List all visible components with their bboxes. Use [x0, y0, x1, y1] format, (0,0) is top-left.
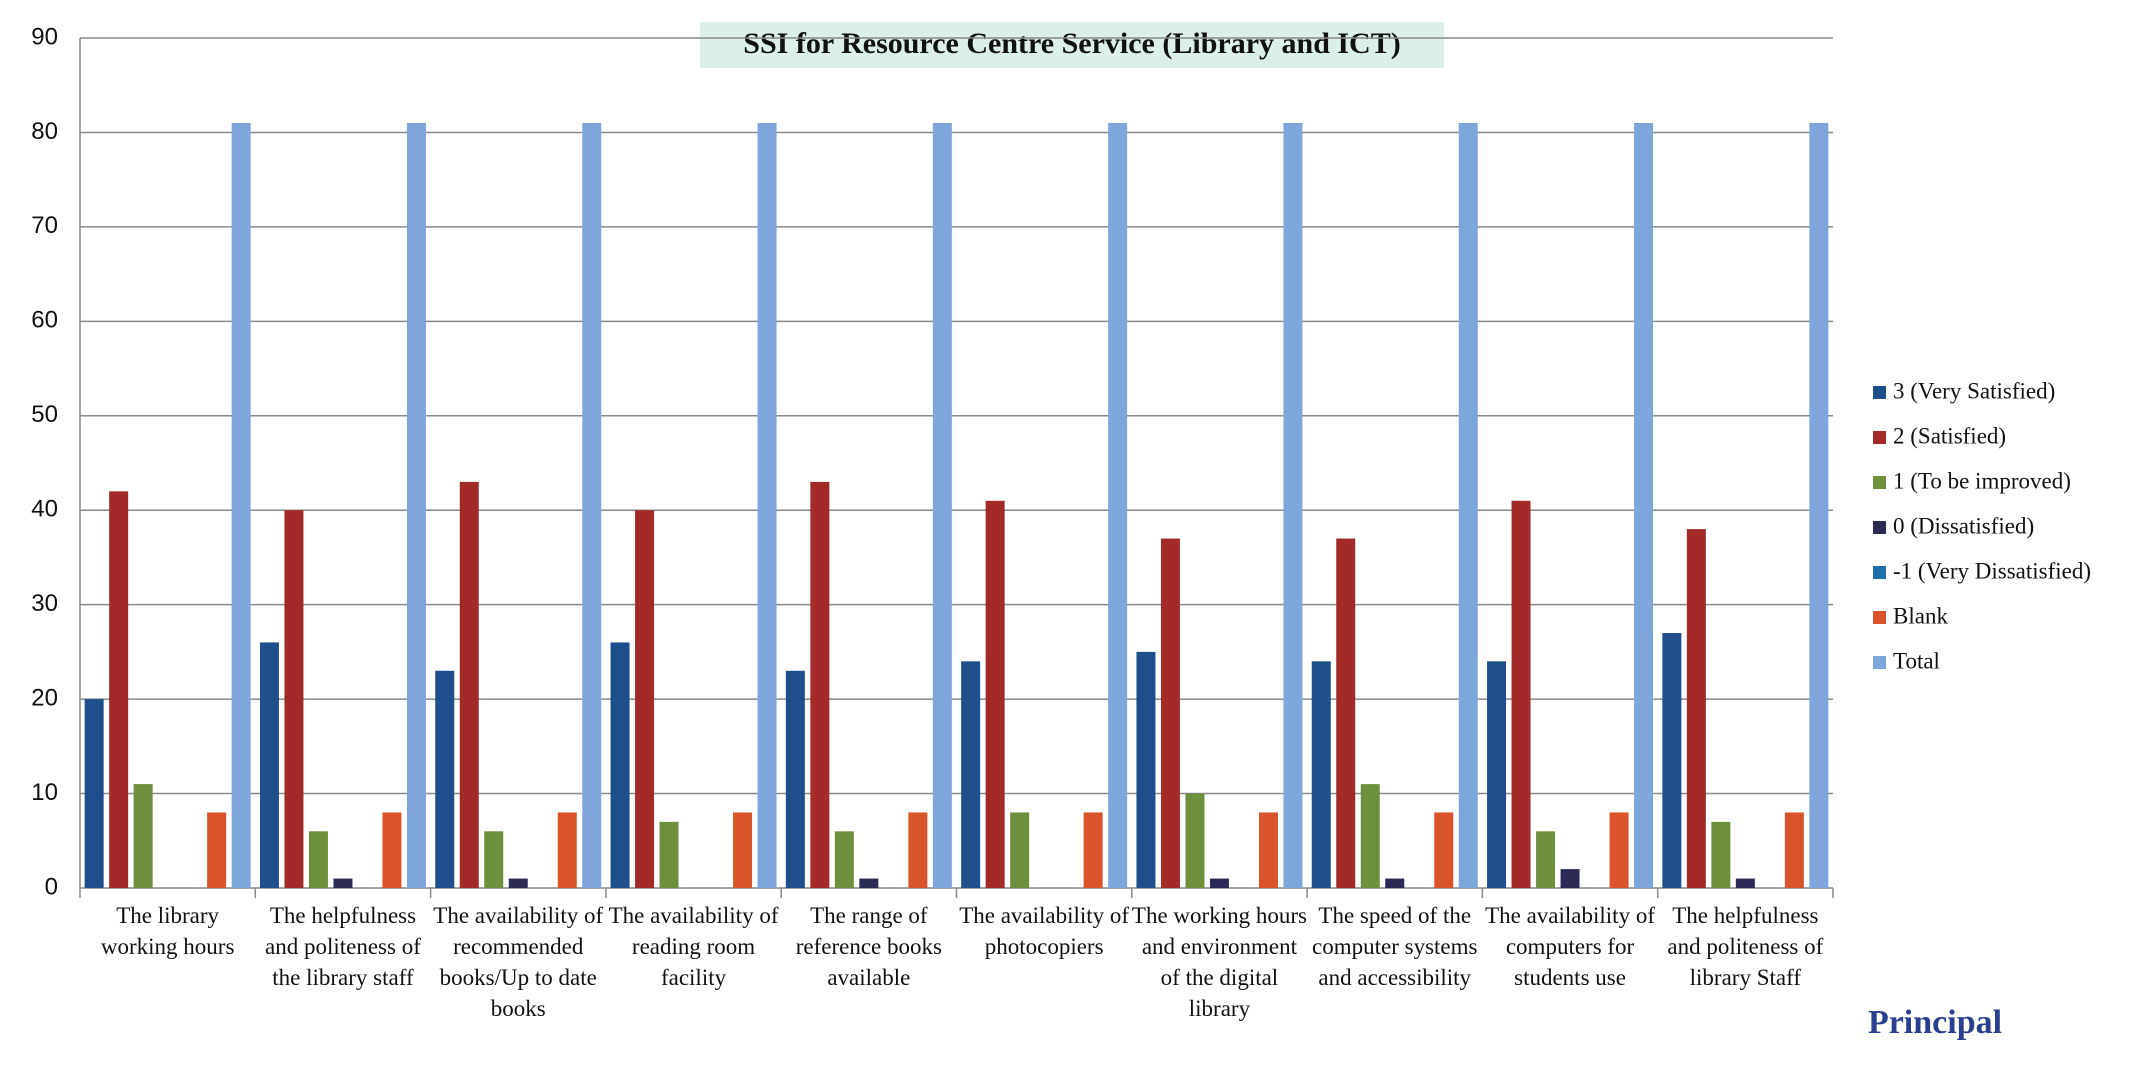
bar — [1536, 831, 1556, 888]
legend-label: 3 (Very Satisfied) — [1893, 378, 2055, 403]
bar — [1258, 812, 1278, 888]
y-tick-label: 0 — [45, 873, 58, 900]
legend-label: -1 (Very Dissatisfied) — [1893, 558, 2091, 583]
bar — [484, 831, 504, 888]
x-tick-label: The working hours and environment of the… — [1131, 903, 1307, 1021]
bar — [1160, 538, 1180, 888]
bar — [1711, 821, 1731, 888]
bar — [635, 510, 655, 888]
y-tick-label: 80 — [31, 118, 58, 145]
legend-label: 1 (To be improved) — [1893, 468, 2071, 493]
bar — [1336, 538, 1356, 888]
bar — [985, 500, 1005, 888]
y-tick-label: 60 — [31, 307, 58, 334]
bar — [908, 812, 928, 888]
x-tick-label: The availability of photocopiers — [959, 903, 1130, 959]
bar — [1083, 812, 1103, 888]
bar — [810, 481, 830, 888]
legend-swatch — [1873, 476, 1886, 489]
bar — [1560, 869, 1580, 888]
bar — [259, 642, 279, 888]
y-tick-label: 10 — [31, 779, 58, 806]
legend-swatch — [1873, 521, 1886, 534]
bar — [1185, 793, 1205, 888]
bar — [382, 812, 402, 888]
bar — [1010, 812, 1030, 888]
legend-swatch — [1873, 386, 1886, 399]
bar — [1487, 661, 1507, 888]
bar — [1511, 500, 1531, 888]
bar — [133, 784, 153, 888]
y-tick-label: 40 — [31, 496, 58, 523]
legend-label: 2 (Satisfied) — [1893, 423, 2006, 448]
x-tick-label: The availability of computers for studen… — [1485, 903, 1655, 990]
bar — [84, 699, 104, 888]
bar — [308, 831, 328, 888]
bar — [284, 510, 304, 888]
bar — [207, 812, 227, 888]
chart-title: SSI for Resource Centre Service (Library… — [743, 27, 1400, 60]
bar — [333, 878, 353, 888]
bar — [406, 123, 426, 888]
bar — [859, 878, 879, 888]
bar — [757, 123, 777, 888]
bar — [932, 123, 952, 888]
title-box — [700, 22, 1444, 68]
y-tick-label: 20 — [31, 684, 58, 711]
bar — [435, 670, 455, 888]
legend-swatch — [1873, 431, 1886, 444]
bar — [1735, 878, 1755, 888]
bar — [1311, 661, 1331, 888]
bar — [1662, 633, 1682, 888]
x-tick-label: The speed of the computer systems and ac… — [1312, 903, 1478, 990]
x-tick-label: The availability of recommended books/Up… — [433, 903, 604, 1021]
legend-swatch — [1873, 566, 1886, 579]
bar — [1360, 784, 1380, 888]
legend-swatch — [1873, 611, 1886, 624]
x-tick-label: The availability of reading room facilit… — [608, 903, 779, 990]
legend-label: 0 (Dissatisfied) — [1893, 513, 2034, 538]
bar — [582, 123, 602, 888]
bar — [1634, 123, 1654, 888]
legend-label: Blank — [1893, 603, 1948, 628]
legend-label: Total — [1893, 648, 1940, 673]
bar — [834, 831, 854, 888]
bar — [659, 821, 679, 888]
x-tick-label: The helpfulness and politeness of librar… — [1667, 903, 1824, 990]
bar — [610, 642, 630, 888]
bar — [1609, 812, 1629, 888]
bar — [961, 661, 981, 888]
y-tick-label: 30 — [31, 590, 58, 617]
bar — [231, 123, 251, 888]
bar — [733, 812, 753, 888]
signature-text: Principal — [1868, 1004, 2002, 1041]
bar — [1686, 529, 1706, 888]
bar — [1809, 123, 1829, 888]
y-tick-label: 50 — [31, 401, 58, 428]
x-tick-label: The range of reference books available — [795, 903, 942, 990]
bar — [459, 481, 479, 888]
y-tick-label: 70 — [31, 212, 58, 239]
bar — [1458, 123, 1478, 888]
x-tick-label: The library working hours — [100, 903, 235, 959]
bar — [109, 491, 129, 888]
bar — [508, 878, 528, 888]
y-tick-label: 90 — [31, 23, 58, 50]
bar — [1108, 123, 1128, 888]
x-tick-label: The helpfulness and politeness of the li… — [265, 903, 421, 990]
bar — [1784, 812, 1804, 888]
bar — [1209, 878, 1229, 888]
bar — [1385, 878, 1405, 888]
legend-swatch — [1873, 656, 1886, 669]
bar — [557, 812, 577, 888]
bar — [1434, 812, 1454, 888]
bar — [1283, 123, 1303, 888]
bar — [785, 670, 805, 888]
bar — [1136, 651, 1156, 888]
